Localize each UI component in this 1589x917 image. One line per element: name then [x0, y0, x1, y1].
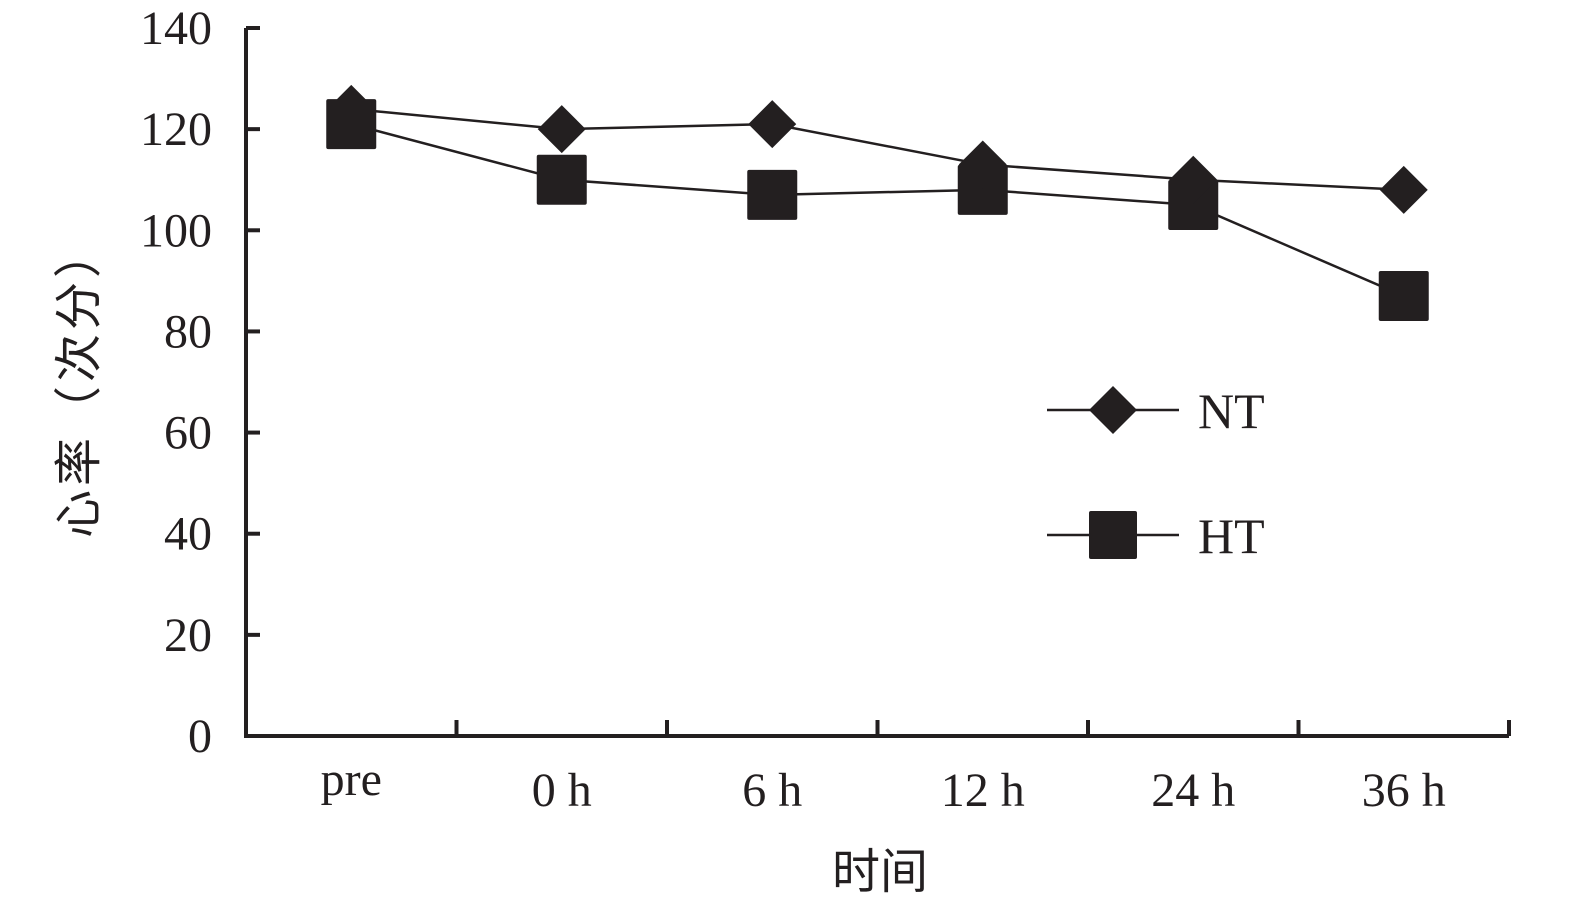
y-tick-label: 60	[164, 407, 212, 460]
y-tick-label: 120	[140, 103, 212, 156]
data-point-nt	[748, 100, 797, 149]
axes: 0 20 40 60 80 100 120 140 pre 0 h 6 h 12 h 24 h 36 h	[140, 2, 1511, 817]
data-point-ht	[747, 169, 798, 220]
y-tick-label: 140	[140, 2, 212, 55]
legend-label-ht: HT	[1198, 508, 1265, 564]
y-tick-label: 0	[188, 710, 212, 763]
x-tick-label: pre	[321, 753, 382, 806]
x-tick-label: 36 h	[1362, 764, 1446, 817]
series-line-ht	[350, 122, 1405, 298]
x-axis-title: 时间	[832, 844, 928, 900]
x-tick-label: 6 h	[742, 764, 802, 817]
data-point-nt	[958, 140, 1007, 189]
legend-label-nt: NT	[1198, 383, 1265, 439]
y-tick-label: 80	[164, 305, 212, 358]
y-tick-label: 40	[164, 508, 212, 561]
legend-marker-nt	[1089, 386, 1137, 434]
data-point-ht	[1168, 180, 1219, 230]
x-tick-label: 12 h	[941, 764, 1025, 817]
legend: NT HT	[1047, 383, 1265, 564]
y-tick-label: 100	[140, 204, 212, 257]
data-point-ht	[536, 154, 587, 205]
y-tick-label: 20	[164, 609, 212, 662]
data-point-ht	[1378, 271, 1429, 322]
x-tick-label: 0 h	[532, 764, 592, 817]
data-point-nt	[537, 105, 586, 154]
x-tick-label: 24 h	[1151, 764, 1235, 817]
series-layer	[326, 84, 1429, 322]
y-axis-title: 心率（次分）	[51, 226, 107, 538]
data-point-nt	[327, 84, 376, 133]
data-point-ht	[957, 164, 1008, 215]
legend-marker-ht	[1089, 511, 1137, 559]
data-point-nt	[1379, 165, 1428, 214]
data-point-nt	[1169, 155, 1218, 204]
series-line-nt	[351, 107, 1404, 192]
